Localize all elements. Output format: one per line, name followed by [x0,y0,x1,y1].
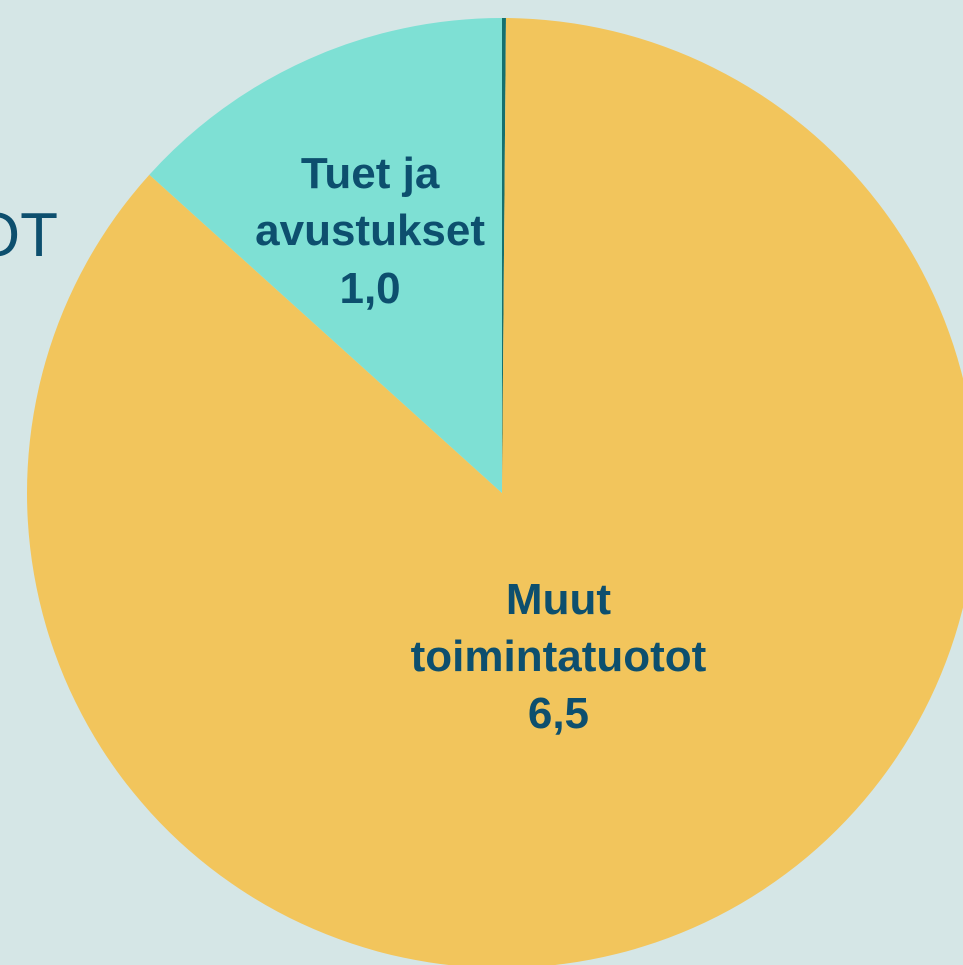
chart-title: OT [0,201,58,270]
slice-label: Muut toimintatuotot 6,5 [408,571,708,743]
slice-value: 6,5 [527,689,590,739]
slice-category: Tuet ja avustukset [255,149,486,256]
slice-value: 1,0 [339,263,401,313]
pie-slice [149,18,503,493]
slice-label: Tuet ja avustukset 1,0 [240,145,500,317]
pie-slice [502,18,506,493]
pie-slice [27,18,963,965]
slice-category: Muut toimintatuotot [410,575,707,682]
